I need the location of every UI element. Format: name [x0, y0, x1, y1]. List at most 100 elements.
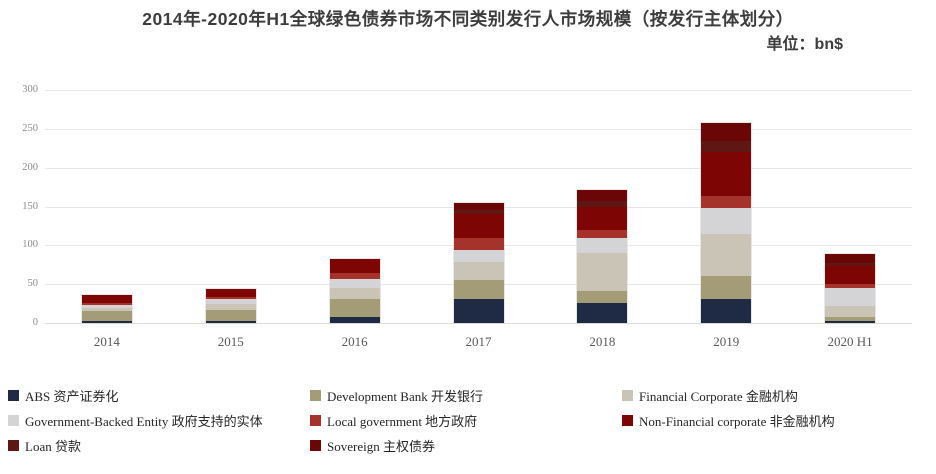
bar-segment: [577, 238, 628, 254]
bar-segment: [701, 208, 752, 234]
bar-segment: [329, 278, 380, 289]
bar-segment: [577, 201, 628, 208]
bar-segment: [577, 207, 628, 230]
legend-swatch-icon: [8, 440, 19, 451]
bar-segment: [577, 291, 628, 303]
legend-swatch-icon: [8, 390, 19, 401]
bar-segment: [453, 250, 504, 263]
bar-segment: [81, 308, 132, 311]
y-axis-tick-label: 0: [32, 317, 38, 328]
stacked-bar-2017: [453, 202, 504, 323]
bar-segment: [329, 288, 380, 299]
bar-segment: [825, 316, 876, 321]
gridline-200: [45, 167, 912, 169]
y-axis-tick-label: 150: [22, 200, 38, 212]
legend-label: Financial Corporate 金融机构: [639, 389, 798, 404]
bar-segment: [453, 214, 504, 239]
bar-segment: [825, 288, 876, 306]
x-axis-tick-label: 2020 H1: [827, 334, 873, 349]
legend-label: Development Bank 开发银行: [327, 389, 483, 404]
bar-segment: [81, 302, 132, 305]
legend-label: ABS 资产证券化: [25, 389, 119, 404]
bar-segment: [701, 122, 752, 142]
bar-segment: [453, 238, 504, 251]
stacked-bar-2016: [329, 259, 380, 323]
x-axis-tick-label: 2014: [93, 334, 120, 349]
stacked-bar-2015: [205, 288, 256, 323]
x-axis-tick-label: 2019: [713, 334, 740, 349]
bar-segment: [81, 295, 132, 303]
bar-segment: [825, 253, 876, 264]
bar-segment: [577, 190, 628, 202]
bar-segment: [205, 299, 256, 305]
legend-item: Loan 贷款: [8, 433, 310, 458]
legend-item: Local government 地方政府: [310, 408, 622, 433]
bar-segment: [701, 196, 752, 209]
y-axis-tick-label: 100: [22, 239, 38, 251]
stacked-bar-2019: [701, 122, 752, 323]
legend-item: ABS 资产证券化: [8, 383, 310, 408]
legend-label: Local government 地方政府: [327, 414, 478, 429]
legend-swatch-icon: [310, 390, 321, 401]
legend-swatch-icon: [310, 440, 321, 451]
legend-swatch-icon: [622, 415, 633, 426]
legend-item: Development Bank 开发银行: [310, 383, 622, 408]
x-axis-tick-label: 2016: [341, 334, 368, 349]
bar-segment: [329, 259, 380, 273]
bar-segment: [81, 320, 132, 323]
bar-segment: [453, 210, 504, 215]
gridline-250: [45, 128, 912, 130]
legend-swatch-icon: [310, 415, 321, 426]
bar-segment: [453, 262, 504, 281]
legend-item: Financial Corporate 金融机构: [622, 383, 928, 408]
gridline-0: [45, 323, 912, 324]
bar-segment: [205, 320, 256, 323]
bar-segment: [701, 141, 752, 153]
bar-segment: [205, 288, 256, 298]
legend-swatch-icon: [622, 390, 633, 401]
stacked-bar-2020-h1: [825, 253, 876, 323]
bar-segment: [329, 316, 380, 323]
chart-unit-label: 单位：bn$: [766, 36, 843, 53]
bar-segment: [701, 298, 752, 323]
legend-label: Loan 贷款: [25, 439, 81, 454]
y-axis-tick-label: 50: [27, 278, 39, 290]
legend-item: Sovereign 主权债券: [310, 433, 622, 458]
chart-title: 2014年-2020年H1全球绿色债券市场不同类别发行人市场规模（按发行主体划分…: [142, 9, 794, 29]
legend-item: Non-Financial corporate 非金融机构: [622, 408, 928, 433]
gridline-300: [45, 90, 912, 91]
bar-segment: [825, 263, 876, 266]
bar-segment: [577, 302, 628, 323]
bar-segment: [205, 309, 256, 321]
bar-segment: [577, 229, 628, 239]
bar-segment: [825, 284, 876, 289]
bar-segment: [329, 298, 380, 317]
bar-segment: [205, 304, 256, 310]
bar-segment: [701, 233, 752, 277]
legend-label: Non-Financial corporate 非金融机构: [639, 414, 835, 429]
legend-item: Government-Backed Entity 政府支持的实体: [8, 408, 310, 433]
x-axis-tick-label: 2017: [465, 334, 492, 349]
y-axis-tick-label: 200: [22, 161, 38, 173]
bar-segment: [329, 272, 380, 279]
y-axis-tick-label: 300: [22, 84, 38, 95]
bar-segment: [701, 152, 752, 197]
legend-label: Government-Backed Entity 政府支持的实体: [25, 414, 263, 429]
legend-swatch-icon: [8, 415, 19, 426]
chart-legend: ABS 资产证券化 Development Bank 开发银行 Financial …: [8, 383, 928, 458]
legend-label: Sovereign 主权债券: [327, 439, 435, 454]
bar-segment: [453, 202, 504, 211]
y-axis-tick-label: 250: [22, 122, 38, 134]
bar-segment: [205, 297, 256, 300]
bar-segment: [453, 298, 504, 323]
x-axis-tick-label: 2018: [589, 334, 616, 349]
x-axis-tick-label: 2015: [217, 334, 244, 349]
bar-segment: [577, 253, 628, 292]
bar-segment: [825, 305, 876, 317]
bar-segment: [825, 320, 876, 323]
bar-segment: [825, 265, 876, 285]
bar-segment: [81, 304, 132, 309]
bar-segment: [453, 280, 504, 299]
